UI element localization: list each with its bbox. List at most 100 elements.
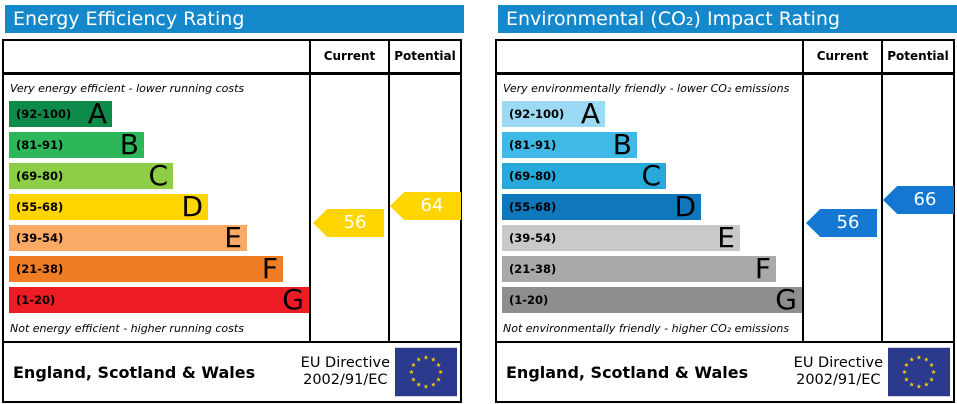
svg-text:★: ★ (929, 376, 935, 383)
band-b: (81-91) B (9, 128, 144, 161)
svg-text:★: ★ (438, 369, 444, 376)
current-rating-arrow: 56 (313, 209, 384, 237)
column-divider (309, 41, 311, 341)
potential-rating-arrow: 64 (390, 192, 461, 220)
region-label: England, Scotland & Wales (13, 362, 256, 382)
svg-text:★: ★ (916, 384, 922, 391)
band-a: (92-100) A (502, 97, 605, 130)
column-divider (802, 41, 804, 341)
eu-flag-icon: ★ ★ ★★ ★★ ★★ ★★ ★★ (888, 347, 950, 397)
svg-text:★: ★ (430, 382, 436, 389)
band-letter: C (641, 159, 661, 192)
svg-text:★: ★ (436, 362, 442, 369)
band-letter: F (754, 252, 771, 285)
rating-table: Current Potential Very environmentally f… (495, 39, 955, 343)
band-letter: B (119, 128, 139, 161)
column-divider (388, 41, 390, 341)
band-letter: F (261, 252, 278, 285)
svg-text:★: ★ (904, 376, 910, 383)
top-caption: Very energy efficient - lower running co… (10, 82, 245, 95)
svg-text:★: ★ (416, 382, 422, 389)
svg-text:★: ★ (411, 362, 417, 369)
eu-directive-label: EU Directive 2002/91/EC (300, 354, 390, 388)
current-column-header: Current (816, 49, 869, 63)
band-range: (21-38) (16, 262, 64, 276)
svg-text:★: ★ (929, 362, 935, 369)
band-letter: G (775, 283, 797, 316)
potential-column-header: Potential (887, 49, 949, 63)
bottom-caption: Not environmentally friendly - higher CO… (503, 322, 790, 335)
footer: England, Scotland & Wales EU Directive 2… (2, 341, 462, 403)
band-range: (55-68) (509, 200, 557, 214)
band-range: (39-54) (509, 231, 557, 245)
svg-text:★: ★ (416, 357, 422, 364)
svg-text:★: ★ (411, 376, 417, 383)
rating-bands: (92-100) A (81-91) B (69-80) C (55-68) D… (502, 97, 802, 318)
svg-text:★: ★ (923, 382, 929, 389)
band-g: (1-20) G (9, 283, 309, 316)
eu-flag-icon: ★ ★ ★★ ★★ ★★ ★★ ★★ (395, 347, 457, 397)
band-d: (55-68) D (9, 190, 208, 223)
band-f: (21-38) F (502, 252, 776, 285)
band-range: (55-68) (16, 200, 64, 214)
band-letter: C (148, 159, 168, 192)
panel-title: Environmental (CO₂) Impact Rating (498, 5, 957, 33)
band-letter: D (674, 190, 696, 223)
band-letter: E (224, 221, 242, 254)
band-g: (1-20) G (502, 283, 802, 316)
bottom-caption: Not energy efficient - higher running co… (10, 322, 244, 335)
band-b: (81-91) B (502, 128, 637, 161)
svg-text:★: ★ (902, 369, 908, 376)
band-range: (1-20) (16, 293, 56, 307)
band-letter: B (612, 128, 632, 161)
svg-text:★: ★ (909, 382, 915, 389)
band-letter: G (282, 283, 304, 316)
band-a: (92-100) A (9, 97, 112, 130)
panel-title: Energy Efficiency Rating (5, 5, 464, 33)
band-range: (81-91) (16, 138, 64, 152)
band-range: (92-100) (16, 107, 72, 121)
region-label: England, Scotland & Wales (506, 362, 749, 382)
band-range: (21-38) (509, 262, 557, 276)
band-letter: E (717, 221, 735, 254)
svg-text:★: ★ (436, 376, 442, 383)
band-f: (21-38) F (9, 252, 283, 285)
band-letter: D (181, 190, 203, 223)
band-c: (69-80) C (502, 159, 666, 192)
svg-text:★: ★ (409, 369, 415, 376)
band-e: (39-54) E (502, 221, 740, 254)
band-range: (69-80) (16, 169, 64, 183)
svg-text:★: ★ (423, 355, 429, 362)
svg-text:★: ★ (931, 369, 937, 376)
band-d: (55-68) D (502, 190, 701, 223)
band-e: (39-54) E (9, 221, 247, 254)
energy-efficiency-panel: Energy Efficiency Rating Current Potenti… (0, 0, 464, 404)
column-divider (881, 41, 883, 341)
potential-rating-arrow: 66 (883, 186, 954, 214)
band-letter: A (87, 97, 107, 130)
svg-text:★: ★ (423, 384, 429, 391)
band-letter: A (580, 97, 600, 130)
top-caption: Very environmentally friendly - lower CO… (503, 82, 790, 95)
svg-text:★: ★ (909, 357, 915, 364)
rating-bands: (92-100) A (81-91) B (69-80) C (55-68) D… (9, 97, 309, 318)
band-range: (39-54) (16, 231, 64, 245)
potential-column-header: Potential (394, 49, 456, 63)
band-range: (1-20) (509, 293, 549, 307)
current-rating-arrow: 56 (806, 209, 877, 237)
svg-text:★: ★ (430, 357, 436, 364)
table-header-row: Current Potential (4, 41, 460, 75)
footer: England, Scotland & Wales EU Directive 2… (495, 341, 955, 403)
current-column-header: Current (323, 49, 376, 63)
band-range: (69-80) (509, 169, 557, 183)
eu-directive-label: EU Directive 2002/91/EC (793, 354, 883, 388)
svg-text:★: ★ (904, 362, 910, 369)
band-c: (69-80) C (9, 159, 173, 192)
svg-text:★: ★ (916, 355, 922, 362)
svg-text:★: ★ (923, 357, 929, 364)
rating-table: Current Potential Very energy efficient … (2, 39, 462, 343)
table-header-row: Current Potential (497, 41, 953, 75)
environmental-impact-panel: Environmental (CO₂) Impact Rating Curren… (493, 0, 957, 404)
band-range: (92-100) (509, 107, 565, 121)
